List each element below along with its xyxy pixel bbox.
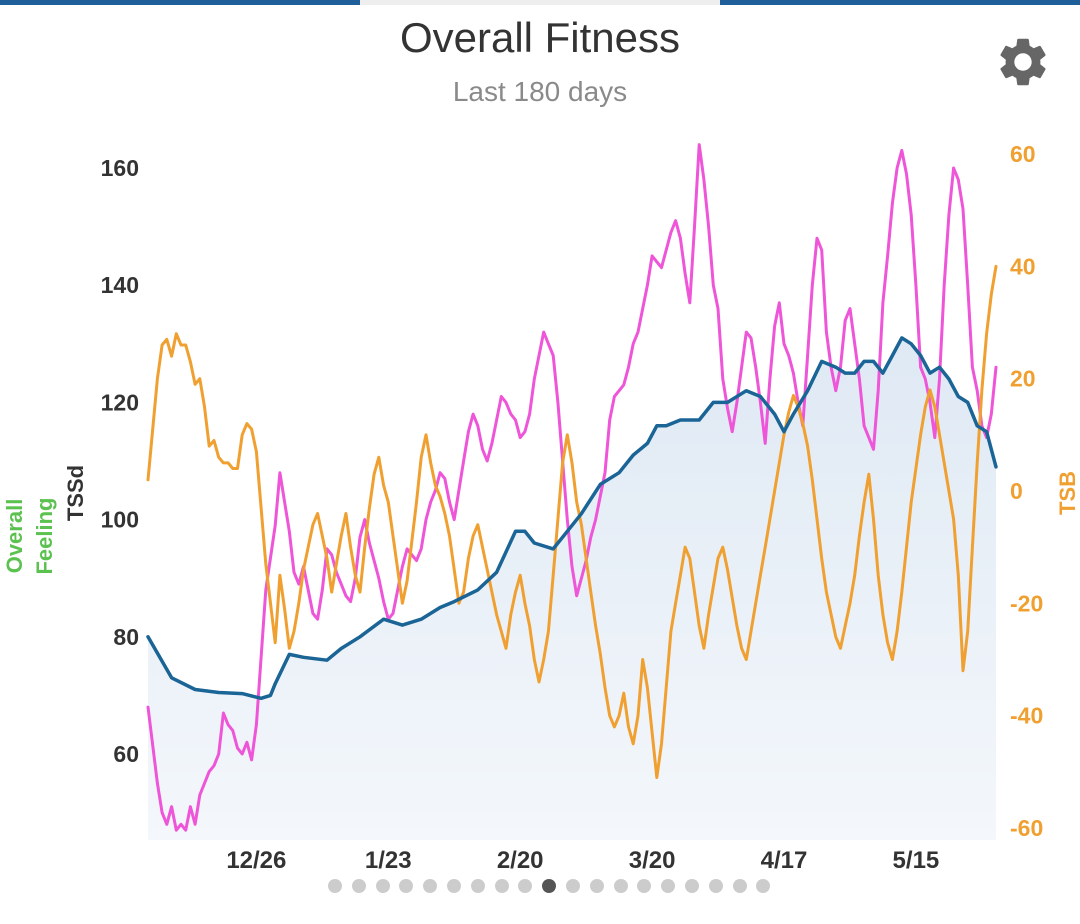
y-left-secondary-axis-title: Feeling: [32, 497, 57, 574]
y-right-axis-title: TSB: [1055, 471, 1080, 515]
overall-feeling-line: [146, 143, 998, 832]
y-right-tick-label: -60: [1010, 815, 1043, 841]
pager-dot[interactable]: [423, 879, 438, 893]
pager-dot[interactable]: [375, 879, 390, 893]
x-tick-label: 4/17: [761, 847, 808, 870]
tssd-area: [148, 337, 996, 840]
pager-dot[interactable]: [470, 879, 485, 893]
top-tab-indicator: [0, 0, 1080, 6]
x-tick-label: 5/15: [893, 847, 940, 870]
tsb-line: [146, 264, 998, 779]
y-left-tick-label: 80: [113, 624, 139, 650]
y-right-tick-label: 20: [1010, 366, 1036, 392]
chart-subtitle: Last 180 days: [452, 76, 628, 107]
pager-dot[interactable]: [566, 879, 580, 893]
page-indicator: [0, 876, 1080, 896]
pager-dot[interactable]: [661, 879, 676, 893]
pager-dot[interactable]: [756, 879, 771, 893]
pager-dot[interactable]: [328, 879, 342, 893]
pager-dot[interactable]: [399, 879, 414, 893]
pager-dot[interactable]: [589, 879, 604, 893]
tab-indicator-right[interactable]: [720, 0, 1080, 5]
x-tick-label: 3/20: [629, 847, 676, 870]
x-tick-label: 2/20: [497, 847, 544, 870]
tssd-line: [146, 336, 998, 701]
y-left-tick-label: 140: [101, 272, 139, 298]
y-right-tick-label: -40: [1010, 703, 1043, 729]
chart-title: Overall Fitness: [399, 14, 681, 61]
pager-dot[interactable]: [708, 879, 723, 893]
pager-dot[interactable]: [685, 879, 699, 893]
y-right-tick-label: 40: [1010, 253, 1036, 279]
y-left-secondary-axis-title: Overall: [2, 499, 27, 574]
x-tick-label: 1/23: [365, 847, 412, 870]
x-tick-label: 12/26: [226, 847, 286, 870]
tab-indicator-middle[interactable]: [360, 0, 720, 5]
fitness-chart[interactable]: 60 80 100 120 140 160 60 40 20 0 -20 -40 -60 12/26 1/2…: [0, 120, 1080, 870]
pager-dot[interactable]: [613, 879, 628, 893]
y-left-tick-label: 120: [101, 389, 139, 415]
pager-dot[interactable]: [732, 879, 747, 893]
tab-indicator-left[interactable]: [0, 0, 360, 5]
pager-dot[interactable]: [351, 879, 366, 893]
pager-dot[interactable]: [447, 879, 461, 893]
pager-dot[interactable]: [494, 879, 509, 893]
y-left-tick-label: 160: [101, 155, 139, 181]
y-right-tick-label: 0: [1010, 478, 1023, 504]
pager-dot[interactable]: [637, 879, 652, 893]
y-right-tick-label: 60: [1010, 141, 1036, 167]
pager-dot[interactable]: [542, 879, 557, 893]
gear-icon[interactable]: [994, 33, 1052, 91]
pager-dot[interactable]: [518, 879, 533, 893]
y-left-axis-title: TSSd: [63, 465, 88, 521]
y-right-tick-label: -20: [1010, 590, 1043, 616]
y-left-tick-label: 60: [113, 741, 139, 767]
y-left-tick-label: 100: [101, 507, 139, 533]
